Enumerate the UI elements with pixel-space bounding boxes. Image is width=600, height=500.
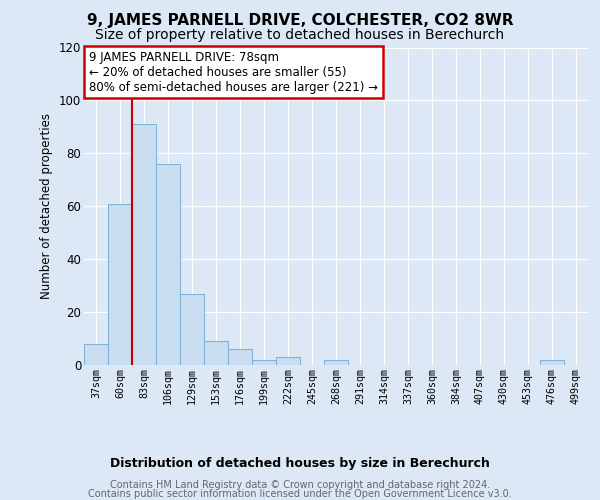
Bar bbox=[180, 294, 204, 365]
Y-axis label: Number of detached properties: Number of detached properties bbox=[40, 114, 53, 299]
Bar bbox=[156, 164, 180, 365]
Bar bbox=[324, 360, 348, 365]
Bar bbox=[108, 204, 132, 365]
Text: 9, JAMES PARNELL DRIVE, COLCHESTER, CO2 8WR: 9, JAMES PARNELL DRIVE, COLCHESTER, CO2 … bbox=[86, 12, 514, 28]
Bar bbox=[204, 341, 228, 365]
Text: Contains public sector information licensed under the Open Government Licence v3: Contains public sector information licen… bbox=[88, 489, 512, 499]
Bar bbox=[252, 360, 276, 365]
Text: Size of property relative to detached houses in Berechurch: Size of property relative to detached ho… bbox=[95, 28, 505, 42]
Bar bbox=[84, 344, 108, 365]
Bar bbox=[276, 357, 300, 365]
Bar bbox=[132, 124, 156, 365]
Bar bbox=[540, 360, 564, 365]
Text: 9 JAMES PARNELL DRIVE: 78sqm
← 20% of detached houses are smaller (55)
80% of se: 9 JAMES PARNELL DRIVE: 78sqm ← 20% of de… bbox=[89, 50, 378, 94]
Text: Contains HM Land Registry data © Crown copyright and database right 2024.: Contains HM Land Registry data © Crown c… bbox=[110, 480, 490, 490]
Text: Distribution of detached houses by size in Berechurch: Distribution of detached houses by size … bbox=[110, 458, 490, 470]
Bar bbox=[228, 349, 252, 365]
